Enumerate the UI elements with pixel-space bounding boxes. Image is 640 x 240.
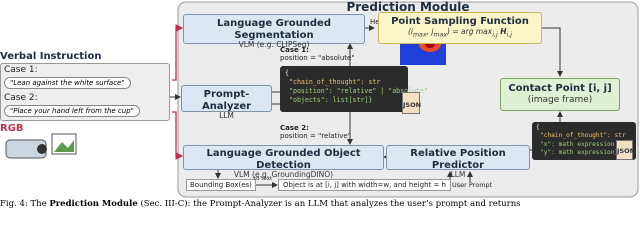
module-title: Prediction Module <box>346 0 470 14</box>
point-sampling-box: Point Sampling Function (imax, jmax) = ar… <box>378 12 542 44</box>
box-subtitle: (image frame) <box>527 94 593 105</box>
arrow <box>172 24 184 81</box>
box-title: Contact Point [i, j] <box>508 83 612 94</box>
object-text-box: Object is at [i, j] with width=w, and he… <box>278 179 451 191</box>
code-line: "chain_of_thought": str <box>289 77 381 86</box>
contact-point-box: Contact Point [i, j] (image frame) <box>500 78 620 111</box>
formula: (imax, jmax) = arg maxi,j Hi,j <box>379 26 541 39</box>
text: i,j <box>506 31 513 38</box>
speech-bubble: "Place your hand left from the cup" <box>4 105 140 117</box>
prompt-analyzer-box: Prompt-Analyzer LLM <box>181 85 272 120</box>
detection-box: Language Grounded Object Detection VLM (e… <box>183 145 384 179</box>
bbox-box: Bounding Box(es) <box>186 179 256 191</box>
code-line: "y": math expression} <box>540 149 619 157</box>
to-text-label: to text <box>254 176 273 182</box>
speech-bubble: "Lean against the white surface" <box>4 77 131 89</box>
relative-box: Relative Position Predictor LLM <box>386 145 530 179</box>
text: position = "absolute" <box>280 54 355 62</box>
code-line: "objects": list[str]} <box>289 95 373 104</box>
text: Case 1: <box>280 46 309 54</box>
code-line: "x": math expression <box>540 140 615 148</box>
verbal-title: Verbal Instruction <box>0 51 102 62</box>
box-subtitle: LLM <box>450 170 466 179</box>
text: i,j <box>492 31 498 38</box>
rgb-label: RGB <box>0 123 24 134</box>
box-title: Relative Position Predictor <box>410 148 506 171</box>
arrow <box>172 111 184 160</box>
text: H <box>497 26 507 36</box>
text: (i <box>407 26 413 36</box>
segmentation-box: Language Grounded Segmentation VLM (e.g. … <box>183 14 365 49</box>
text: Prediction Module <box>49 199 138 209</box>
text: (Sec. III-C): the Prompt-Analyzer is an … <box>137 199 521 209</box>
text: , j <box>426 26 434 36</box>
box-subtitle: VLM (e.g. CLIPSeg) <box>238 40 310 49</box>
json-box: {"chain_of_thought": str "position": "rel… <box>280 66 428 112</box>
box-title: Language Grounded Segmentation <box>216 18 332 41</box>
user-prompt-label: User Prompt <box>452 181 493 189</box>
text: Case 2: <box>280 124 309 132</box>
text: position = "relative" <box>280 132 351 140</box>
code-line: "chain_of_thought": str <box>540 132 626 140</box>
text: ) = arg max <box>447 26 493 36</box>
text: max <box>412 31 427 38</box>
case-label: Case 1: <box>4 65 38 75</box>
box-subtitle: VLM (e.g. GroundingDINO) <box>233 170 334 179</box>
box-title: Point Sampling Function <box>391 16 529 27</box>
box-title: Prompt-Analyzer <box>201 89 252 112</box>
text: Fig. 4: The <box>0 199 50 209</box>
text: max <box>433 31 448 38</box>
code-line: { <box>536 124 540 131</box>
page: Prediction Module Verbal Instruction Cas… <box>0 0 640 210</box>
case1: Case 1: position = "absolute" <box>280 46 355 62</box>
code-line: { <box>285 69 289 77</box>
json-icon: JSON <box>616 140 635 160</box>
arrow <box>540 27 563 77</box>
box-title: Language Grounded Object Detection <box>206 148 361 171</box>
image-icon-hill <box>54 140 74 152</box>
case-label: Case 2: <box>4 93 38 103</box>
case2: Case 2: position = "relative" <box>280 124 351 140</box>
json-icon: JSON <box>402 92 421 114</box>
code-line: "position": "relative" | "absolute" <box>289 86 428 95</box>
box-subtitle: LLM <box>219 111 234 120</box>
caption: Fig. 4: The Prediction Module (Sec. III-… <box>0 199 640 209</box>
camera-lens <box>37 144 47 154</box>
